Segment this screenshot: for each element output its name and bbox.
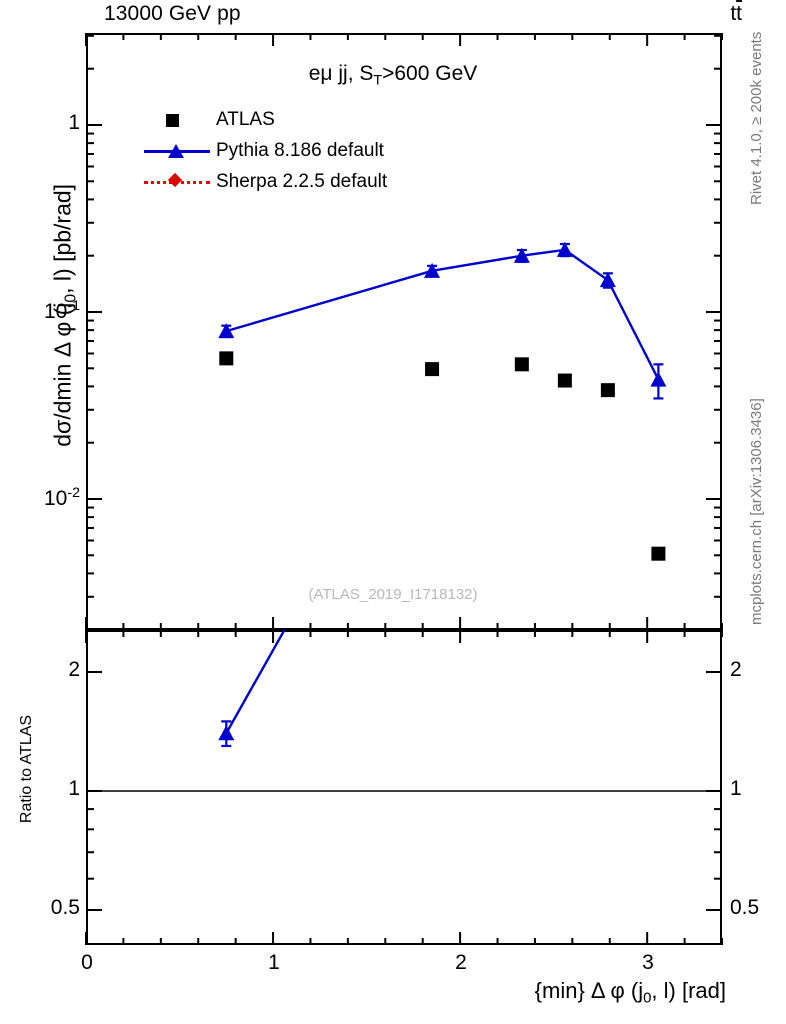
square-marker-icon [140, 110, 216, 130]
legend: ATLAS Pythia 8.186 default Sherpa 2.2.5 … [140, 104, 387, 197]
legend-entry-pythia[interactable]: Pythia 8.186 default [140, 135, 387, 166]
xtick-label-3: 3 [642, 951, 654, 974]
ytick-label-1e-2: 10-2 [43, 485, 80, 510]
legend-entry-atlas[interactable]: ATLAS [140, 104, 387, 135]
y-axis-label-ratio: Ratio to ATLAS [18, 714, 35, 824]
ytick-label-1e-1: 10-1 [43, 298, 80, 323]
mcplots-caption: mcplots.cern.ch [arXiv:1306.3436] [748, 398, 765, 625]
ratio-ytick-label-right-2: 2 [730, 658, 742, 681]
ratio-ytick-label-1: 1 [68, 777, 80, 800]
process-label: tt [730, 2, 742, 25]
main-plot-frame [86, 33, 722, 630]
solid-line-triangle-icon [140, 141, 216, 161]
xtick-label-1: 1 [268, 951, 280, 974]
ratio-ytick-label-right-1: 1 [730, 777, 742, 800]
ratio-ytick-label-right-0.5: 0.5 [730, 896, 760, 919]
rivet-version-caption: Rivet 4.1.0, ≥ 200k events [748, 31, 765, 205]
ratio-ytick-label-2: 2 [68, 658, 80, 681]
ratio-ytick-label-0.5: 0.5 [50, 896, 80, 919]
beam-energy-label: 13000 GeV pp [104, 2, 241, 25]
plot-title: eμ jj, ST>600 GeV [308, 62, 478, 89]
dotted-line-diamond-icon [140, 172, 216, 192]
legend-entry-sherpa[interactable]: Sherpa 2.2.5 default [140, 166, 387, 197]
analysis-watermark: (ATLAS_2019_I1718132) [308, 586, 478, 603]
legend-label-atlas: ATLAS [216, 108, 275, 130]
legend-label-pythia: Pythia 8.186 default [216, 139, 384, 161]
xtick-label-2: 2 [455, 951, 467, 974]
legend-label-sherpa: Sherpa 2.2.5 default [216, 170, 388, 192]
xtick-label-0: 0 [81, 951, 93, 974]
x-axis-label: {min} Δ φ (j0, l) [rad] [534, 978, 726, 1007]
ratio-plot-frame [86, 630, 722, 945]
ytick-label-1: 1 [68, 111, 80, 134]
